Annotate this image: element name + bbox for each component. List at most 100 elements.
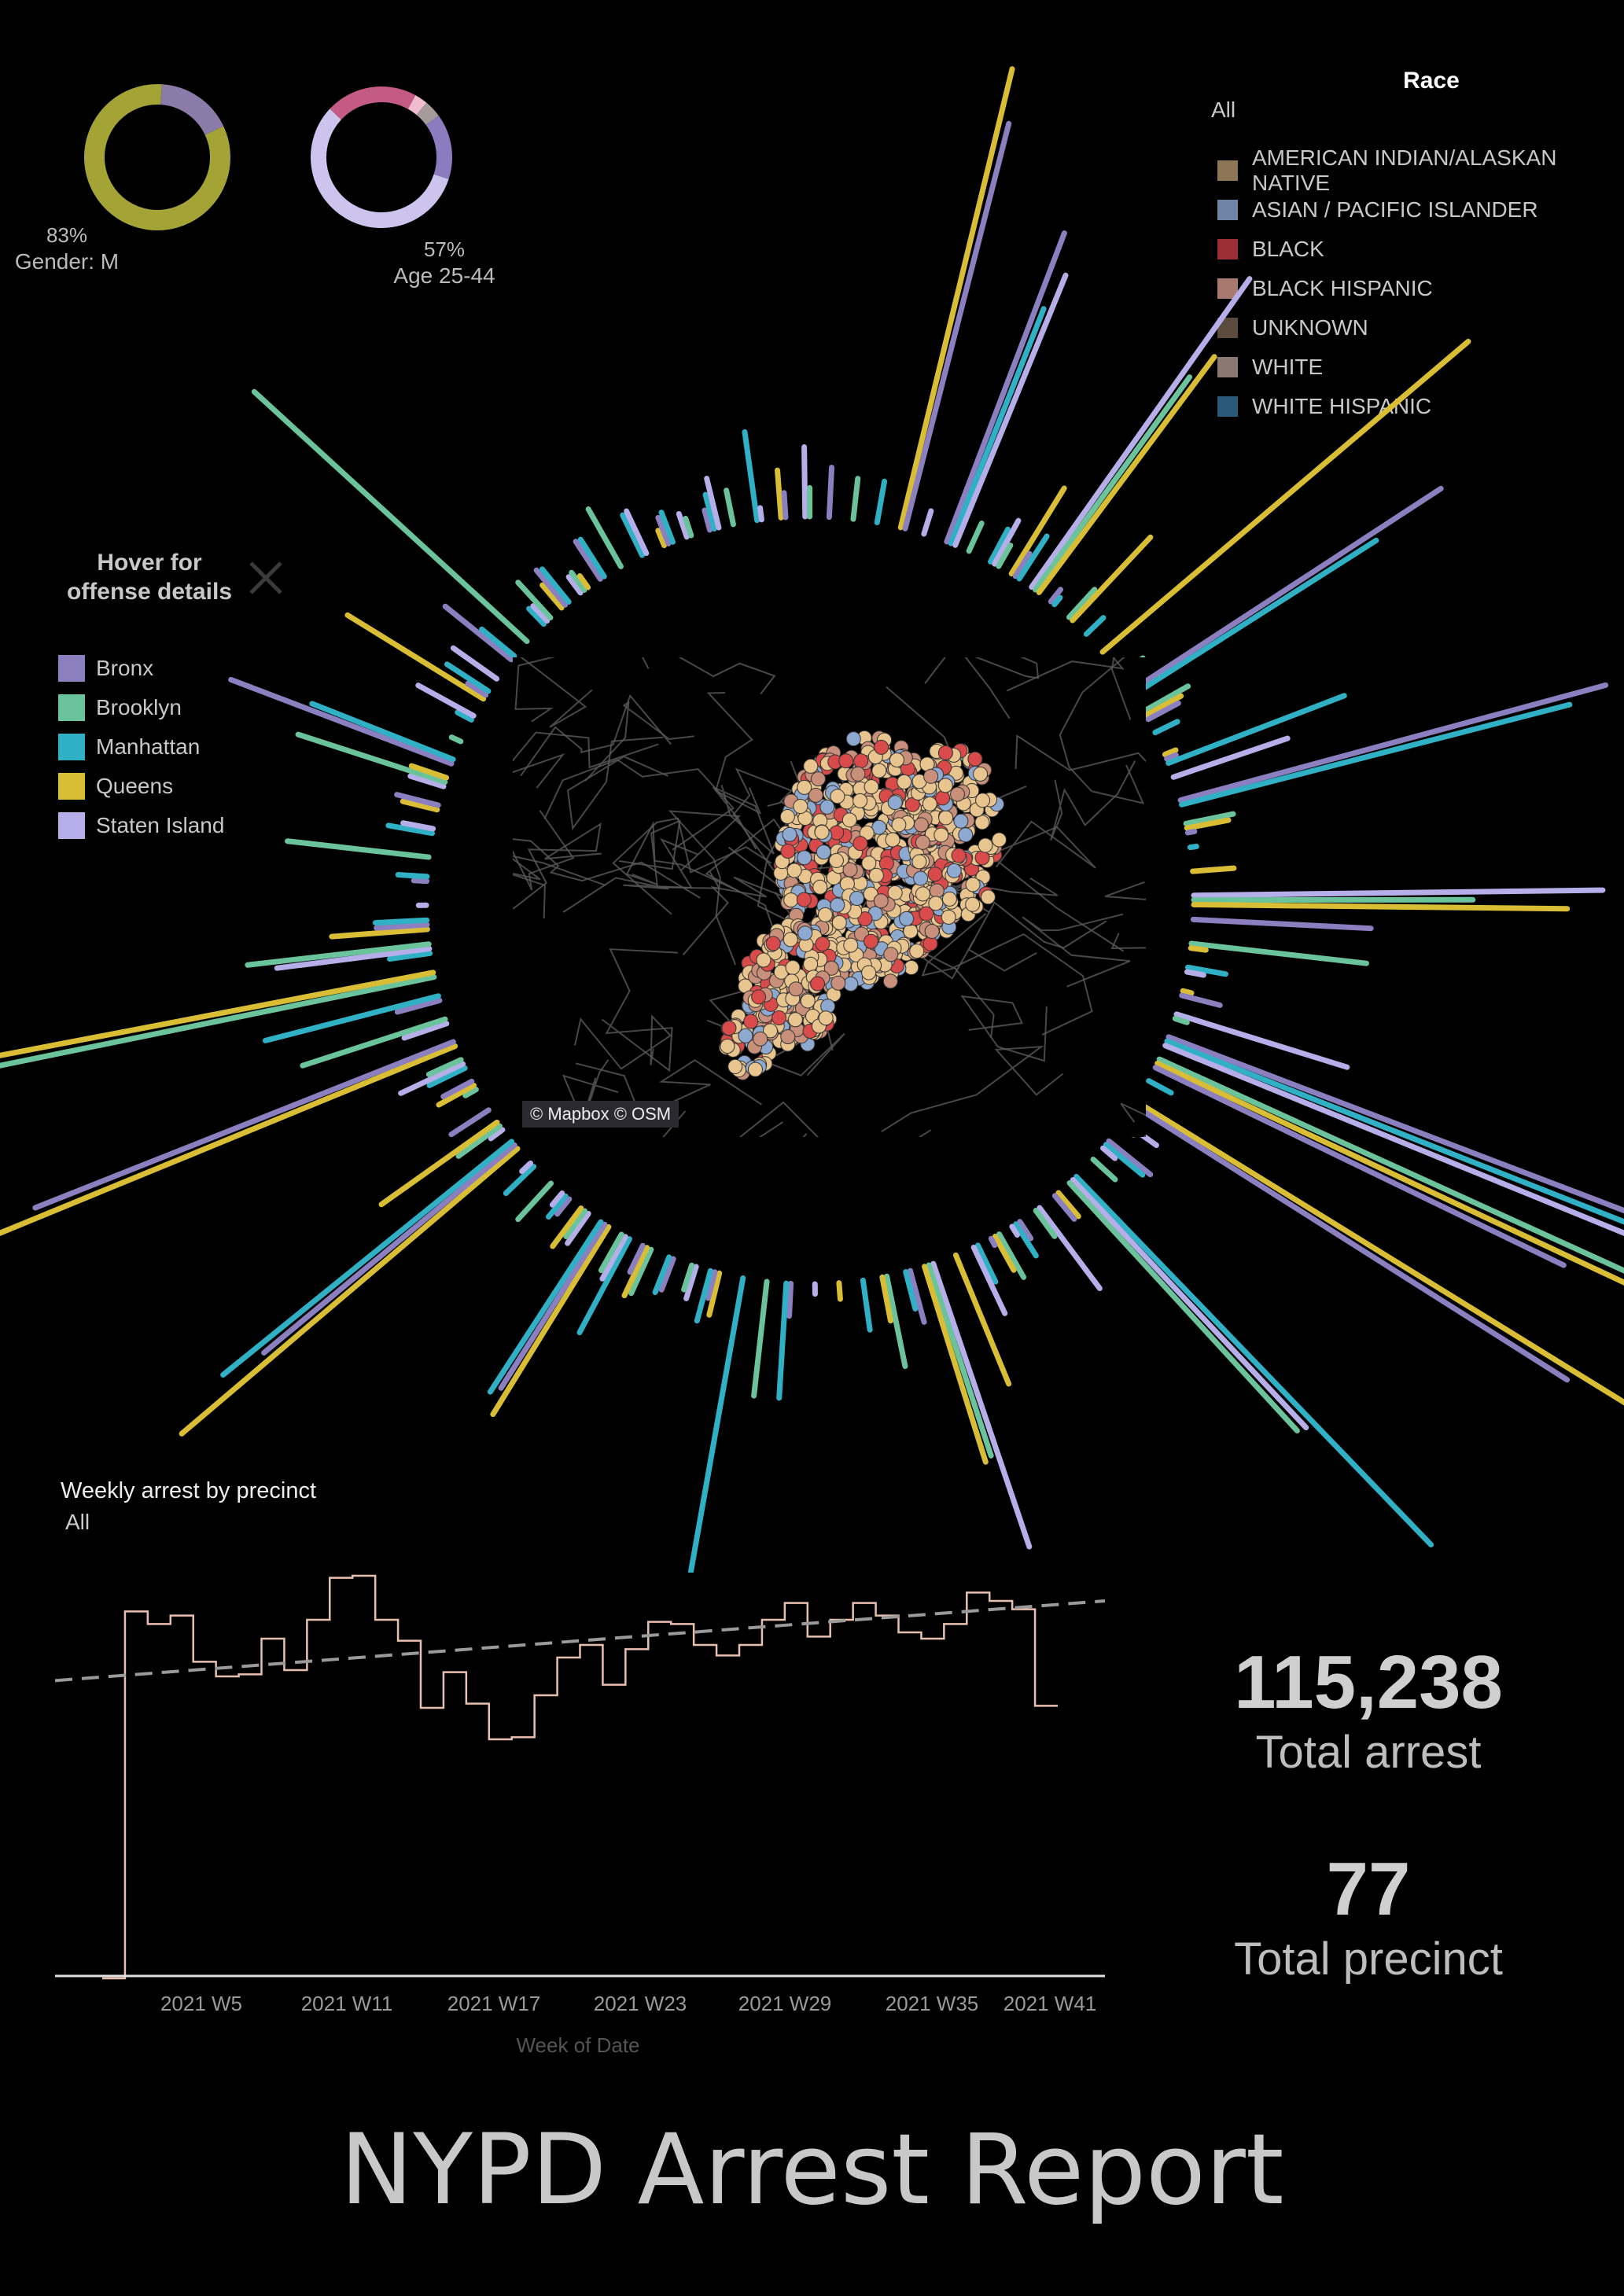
arrest-point[interactable] xyxy=(873,893,889,909)
offense-bar[interactable] xyxy=(1190,865,1237,874)
arrest-point[interactable] xyxy=(753,1031,768,1047)
offense-bar[interactable] xyxy=(261,1142,517,1356)
offense-bar[interactable] xyxy=(620,512,646,558)
offense-bar[interactable] xyxy=(1129,485,1444,694)
offense-bar[interactable] xyxy=(952,1252,1012,1387)
offense-bar[interactable] xyxy=(1131,1102,1571,1383)
arrest-point[interactable] xyxy=(843,937,859,953)
arrest-point[interactable] xyxy=(787,1012,803,1028)
arrest-point[interactable] xyxy=(946,863,962,878)
arrest-point[interactable] xyxy=(941,891,957,907)
offense-bar[interactable] xyxy=(1166,693,1347,766)
offense-bar[interactable] xyxy=(676,510,690,540)
arrest-point[interactable] xyxy=(845,731,861,747)
gender-segment-1[interactable] xyxy=(160,84,224,135)
offense-bar[interactable] xyxy=(401,1021,450,1041)
arrest-point[interactable] xyxy=(871,819,887,835)
arrest-point[interactable] xyxy=(788,981,804,997)
offense-bar[interactable] xyxy=(685,1275,746,1573)
arrest-point[interactable] xyxy=(721,1020,737,1036)
offense-bar[interactable] xyxy=(550,1205,584,1249)
offense-bar[interactable] xyxy=(300,1016,448,1069)
offense-bar[interactable] xyxy=(724,488,736,528)
offense-bar[interactable] xyxy=(0,1043,458,1255)
offense-bar[interactable] xyxy=(1187,844,1199,851)
offense-bar[interactable] xyxy=(519,1160,534,1175)
offense-bar[interactable] xyxy=(1152,1065,1567,1268)
offense-bar[interactable] xyxy=(850,476,861,522)
offense-bar[interactable] xyxy=(776,1280,790,1401)
offense-bar[interactable] xyxy=(455,709,474,723)
offense-bar[interactable] xyxy=(1131,537,1379,697)
offense-bar[interactable] xyxy=(1191,887,1606,899)
offense-bar[interactable] xyxy=(988,526,1011,565)
offense-bar[interactable] xyxy=(1070,1176,1309,1431)
arrest-point[interactable] xyxy=(861,965,877,981)
offense-bar[interactable] xyxy=(448,734,464,745)
offense-bar[interactable] xyxy=(992,1233,1017,1273)
arrest-point[interactable] xyxy=(751,989,767,1005)
offense-bar[interactable] xyxy=(565,1210,591,1246)
arrest-point[interactable] xyxy=(818,1010,834,1026)
arrest-map[interactable]: © Mapbox © OSM xyxy=(513,657,1146,1137)
borough-legend-item[interactable]: Bronx xyxy=(58,649,224,688)
arrest-point[interactable] xyxy=(883,947,899,962)
offense-bar[interactable] xyxy=(503,1164,537,1197)
arrest-point[interactable] xyxy=(871,763,887,778)
offense-bar[interactable] xyxy=(515,580,554,621)
offense-bar[interactable] xyxy=(1190,916,1374,932)
offense-bar[interactable] xyxy=(0,974,437,1075)
offense-bar[interactable] xyxy=(705,1269,718,1301)
offense-bar[interactable] xyxy=(295,731,448,786)
arrest-point[interactable] xyxy=(808,787,823,803)
offense-bar[interactable] xyxy=(385,822,436,837)
offense-bar[interactable] xyxy=(757,505,764,523)
offense-bar[interactable] xyxy=(599,1234,628,1282)
offense-bar[interactable] xyxy=(498,1221,608,1391)
offense-bar[interactable] xyxy=(251,388,530,645)
arrest-point[interactable] xyxy=(915,886,930,902)
arrest-point[interactable] xyxy=(765,936,781,951)
offense-bar[interactable] xyxy=(1184,828,1198,836)
arrest-point[interactable] xyxy=(941,909,956,925)
offense-bar[interactable] xyxy=(415,683,477,719)
offense-bar[interactable] xyxy=(781,490,789,521)
offense-bar[interactable] xyxy=(1146,1078,1174,1096)
offense-bar[interactable] xyxy=(1083,615,1107,637)
arrest-point[interactable] xyxy=(842,862,858,878)
arrest-point[interactable] xyxy=(797,925,813,941)
arrest-point[interactable] xyxy=(891,817,907,833)
offense-bar[interactable] xyxy=(426,1065,468,1088)
arrest-point[interactable] xyxy=(973,766,989,782)
offense-bar[interactable] xyxy=(907,1268,927,1325)
arrest-point[interactable] xyxy=(903,923,919,939)
offense-bar[interactable] xyxy=(309,701,456,763)
arrest-point[interactable] xyxy=(938,810,954,826)
offense-bar[interactable] xyxy=(658,1256,676,1293)
offense-bar[interactable] xyxy=(455,1123,503,1159)
arrest-point[interactable] xyxy=(922,796,937,811)
offense-bar[interactable] xyxy=(407,773,447,789)
arrest-point[interactable] xyxy=(850,766,866,782)
offense-bar[interactable] xyxy=(1033,374,1193,593)
offense-bar[interactable] xyxy=(1145,700,1181,723)
offense-bar[interactable] xyxy=(921,508,934,537)
offense-bar[interactable] xyxy=(598,1231,624,1274)
offense-bar[interactable] xyxy=(549,1190,565,1208)
offense-bar[interactable] xyxy=(530,603,551,624)
offense-bar[interactable] xyxy=(526,605,547,627)
arrest-point[interactable] xyxy=(958,827,974,843)
arrest-point[interactable] xyxy=(913,817,929,833)
arrest-point[interactable] xyxy=(887,885,903,900)
offense-bar[interactable] xyxy=(329,926,430,940)
offense-bar[interactable] xyxy=(751,1279,770,1399)
arrest-point[interactable] xyxy=(780,844,796,859)
offense-bar[interactable] xyxy=(694,1268,713,1324)
offense-bar[interactable] xyxy=(1177,682,1609,804)
race-filter[interactable]: All xyxy=(1211,98,1236,122)
arrest-point[interactable] xyxy=(786,863,802,878)
arrest-point[interactable] xyxy=(810,976,826,992)
arrest-point[interactable] xyxy=(793,799,808,815)
offense-bar[interactable] xyxy=(488,1127,506,1142)
arrest-point[interactable] xyxy=(909,944,925,959)
